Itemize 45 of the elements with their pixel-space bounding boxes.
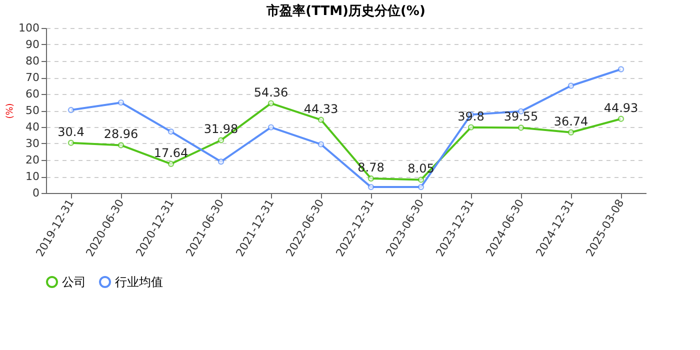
y-tick-label: 20 — [26, 154, 40, 166]
point — [418, 176, 424, 183]
data-label: 30.4 — [58, 124, 84, 139]
data-label: 54.36 — [254, 85, 288, 100]
point — [568, 129, 574, 136]
y-tick-label: 50 — [26, 104, 40, 117]
point — [368, 175, 374, 182]
point — [68, 106, 74, 114]
point — [318, 141, 324, 148]
y-tick-label: 40 — [26, 120, 40, 134]
y-axis-title: (%) — [6, 103, 16, 119]
data-label: 36.74 — [554, 114, 588, 128]
data-label: 39.55 — [504, 110, 538, 124]
point — [168, 160, 174, 167]
y-tick-label: 70 — [26, 71, 40, 84]
y-tick-label: 10 — [26, 170, 40, 183]
point — [568, 82, 574, 89]
y-tick-label: 100 — [18, 22, 40, 34]
point — [218, 158, 224, 165]
y-tick-label: 0 — [32, 186, 40, 200]
point — [518, 124, 524, 131]
chart-title: 市盈率(TTM)历史分位(%) — [266, 3, 426, 19]
data-label: 44.93 — [604, 100, 638, 115]
data-label: 28.96 — [104, 127, 138, 142]
point — [168, 128, 174, 135]
point — [218, 137, 224, 144]
data-label: 44.33 — [304, 102, 338, 116]
point — [618, 66, 624, 72]
point — [268, 124, 274, 130]
point — [268, 100, 274, 106]
y-tick-label: 60 — [26, 88, 40, 100]
y-tick-label: 30 — [26, 137, 40, 150]
point — [318, 116, 324, 123]
y-tick-label: 80 — [26, 54, 40, 68]
point — [468, 124, 474, 130]
point — [418, 184, 424, 190]
point — [618, 116, 624, 122]
point — [368, 184, 374, 190]
legend-label: 行业均值 — [115, 275, 163, 289]
data-label: 17.64 — [154, 146, 188, 160]
y-tick-label: 90 — [26, 38, 40, 51]
point — [118, 142, 124, 148]
point — [118, 99, 124, 106]
legend-label: 公司 — [62, 275, 86, 289]
point — [68, 140, 74, 146]
